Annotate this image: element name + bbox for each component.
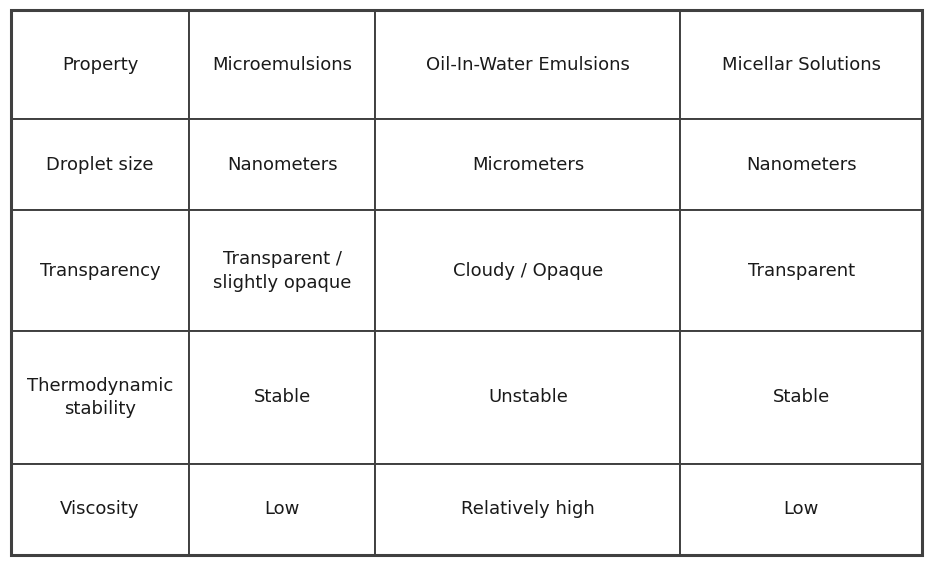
Bar [11, 10, 188, 119]
Bar [188, 10, 375, 119]
Text: Property: Property [62, 55, 138, 73]
Bar [375, 119, 680, 210]
Text: Transparency: Transparency [40, 262, 160, 280]
Text: Nanometers: Nanometers [745, 156, 856, 173]
Bar [188, 331, 375, 463]
Text: Low: Low [784, 500, 819, 518]
Text: Micellar Solutions: Micellar Solutions [721, 55, 881, 73]
Text: Stable: Stable [773, 388, 829, 406]
Text: Nanometers: Nanometers [227, 156, 338, 173]
Text: Thermodynamic
stability: Thermodynamic stability [27, 376, 174, 418]
Text: Stable: Stable [254, 388, 311, 406]
Bar [375, 331, 680, 463]
Bar [11, 210, 188, 331]
Bar [188, 210, 375, 331]
Text: Micrometers: Micrometers [472, 156, 584, 173]
Bar [680, 119, 922, 210]
Bar [11, 331, 188, 463]
Bar [375, 210, 680, 331]
Text: Droplet size: Droplet size [47, 156, 154, 173]
Text: Viscosity: Viscosity [61, 500, 140, 518]
Text: Unstable: Unstable [488, 388, 568, 406]
Text: Cloudy / Opaque: Cloudy / Opaque [453, 262, 603, 280]
Bar [680, 463, 922, 555]
Bar [375, 10, 680, 119]
Text: Low: Low [264, 500, 299, 518]
Bar [188, 119, 375, 210]
Bar [11, 463, 188, 555]
Text: Transparent /
slightly opaque: Transparent / slightly opaque [213, 250, 352, 292]
Bar [680, 210, 922, 331]
Bar [680, 331, 922, 463]
Bar [188, 463, 375, 555]
Bar [375, 463, 680, 555]
Text: Transparent: Transparent [747, 262, 855, 280]
Bar [11, 119, 188, 210]
Text: Relatively high: Relatively high [461, 500, 595, 518]
Bar [680, 10, 922, 119]
Text: Oil-In-Water Emulsions: Oil-In-Water Emulsions [426, 55, 630, 73]
Text: Microemulsions: Microemulsions [212, 55, 352, 73]
